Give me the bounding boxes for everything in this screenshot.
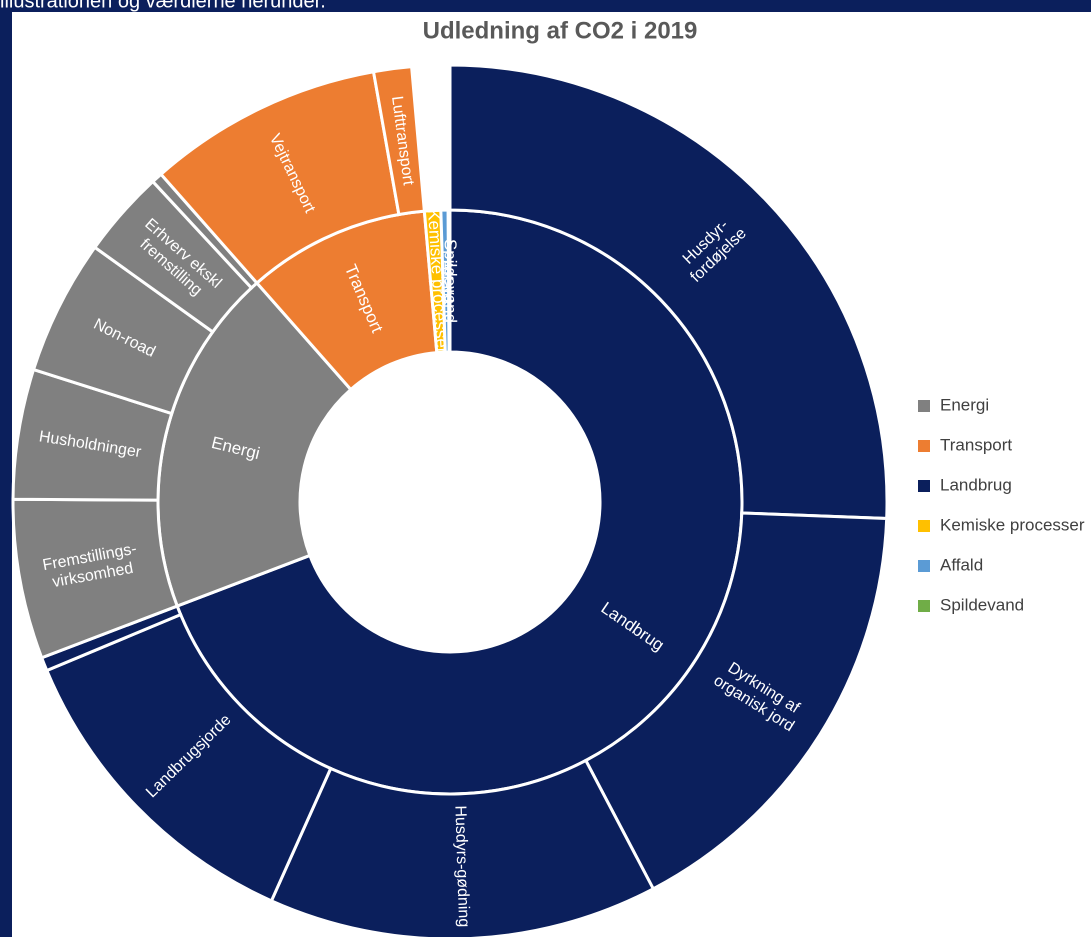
outer-segment [448, 63, 889, 521]
legend-swatch [918, 480, 930, 492]
inner-segment [446, 208, 452, 354]
legend-swatch [918, 440, 930, 452]
legend-swatch [918, 520, 930, 532]
chart-title: Udledning af CO2 i 2019 [423, 17, 698, 44]
legend-swatch [918, 560, 930, 572]
segment-label: Spildevand [441, 239, 460, 323]
legend-swatch [918, 600, 930, 612]
legend-label: Transport [940, 435, 1012, 454]
legend-swatch [918, 400, 930, 412]
outer-segment [583, 511, 889, 891]
header-text: illustrationen og værdierne herunder. [0, 0, 326, 12]
legend-label: Kemiske processer [940, 515, 1085, 534]
legend-label: Affald [940, 555, 983, 574]
segment-label: Affald [437, 259, 457, 303]
segment-label: Husdyrs-gødning [451, 805, 472, 927]
legend-label: Spildevand [940, 595, 1024, 614]
legend-label: Landbrug [940, 475, 1012, 494]
legend-label: Energi [940, 395, 989, 414]
